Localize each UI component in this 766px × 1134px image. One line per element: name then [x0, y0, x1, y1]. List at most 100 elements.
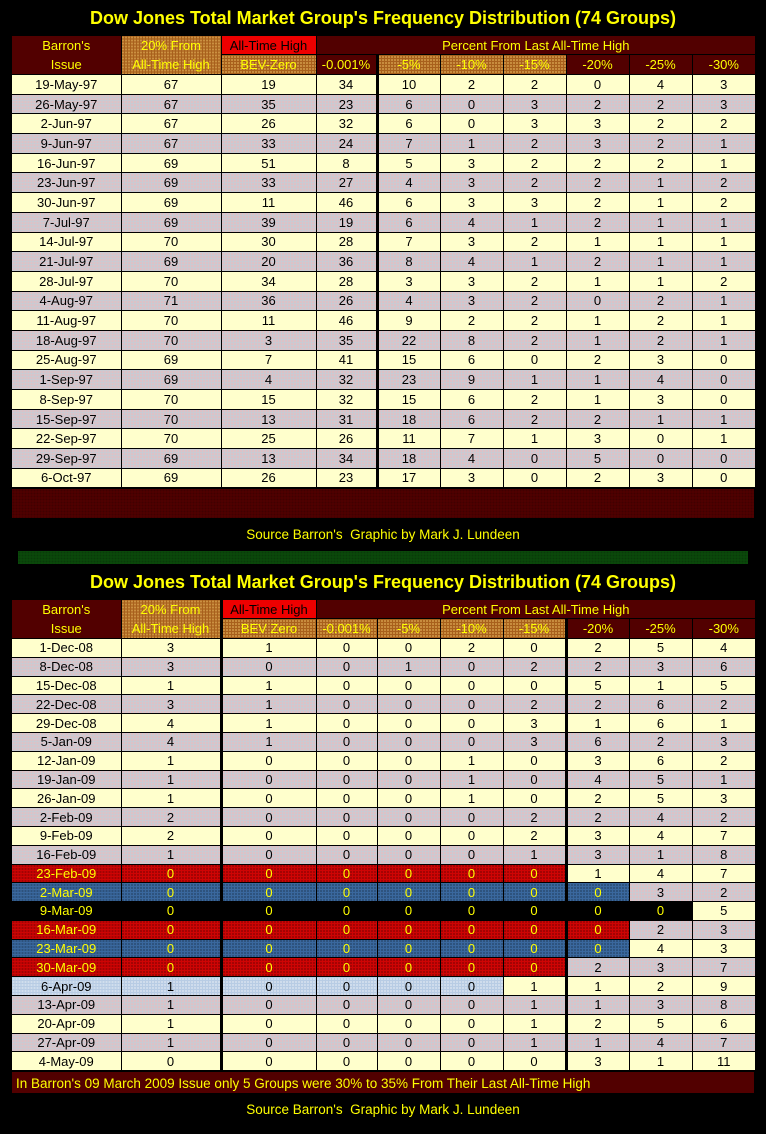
header-pct-col: -0.001%: [315, 618, 378, 639]
value-cell: 3: [502, 93, 567, 115]
value-cell: 0: [376, 919, 441, 940]
value-cell: 20: [220, 251, 317, 272]
date-cell: 27-Apr-09: [10, 1032, 122, 1053]
value-cell: 2: [502, 231, 567, 253]
date-cell: 4-Aug-97: [10, 290, 122, 312]
value-cell: 0: [219, 1032, 317, 1053]
value-cell: 3: [564, 1051, 630, 1072]
value-cell: 8: [439, 329, 504, 351]
value-cell: 0: [376, 750, 441, 771]
value-cell: 0: [219, 938, 317, 959]
table1-title: Dow Jones Total Market Group's Frequency…: [89, 8, 677, 28]
value-cell: 2: [439, 74, 504, 95]
value-cell: 1: [691, 251, 757, 272]
value-cell: 0: [315, 807, 378, 827]
value-cell: 34: [315, 448, 378, 469]
table-row: 18-Aug-97 70 3 35 22 8 2 1 2 1: [10, 329, 757, 351]
value-cell: 0: [376, 995, 441, 1015]
value-cell: 36: [315, 251, 378, 272]
value-cell: 2: [502, 310, 567, 331]
value-cell: 71: [120, 290, 222, 312]
value-cell: 0: [219, 825, 317, 846]
value-cell: 1: [219, 675, 317, 696]
value-cell: 1: [120, 750, 222, 771]
value-cell: 0: [315, 1051, 378, 1072]
value-cell: 0: [439, 93, 504, 115]
date-cell: 23-Feb-09: [10, 863, 122, 884]
value-cell: 46: [315, 310, 378, 331]
value-cell: 5: [375, 152, 441, 174]
value-cell: 6: [628, 694, 693, 715]
value-cell: 1: [502, 428, 567, 450]
date-cell: 25-Aug-97: [10, 349, 122, 371]
date-cell: 30-Jun-97: [10, 192, 122, 213]
value-cell: 7: [691, 957, 757, 978]
value-cell: 0: [120, 919, 222, 940]
value-cell: 23: [315, 467, 378, 489]
value-cell: 2: [691, 694, 757, 715]
table-row: 13-Apr-09 1 0 0 0 0 1 1 3 8: [10, 995, 757, 1015]
value-cell: 2: [691, 192, 757, 213]
value-cell: 2: [502, 825, 567, 846]
value-cell: 0: [376, 901, 441, 921]
value-cell: 8: [315, 152, 378, 174]
header-pct-col: -20%: [564, 618, 630, 639]
value-cell: 0: [564, 919, 630, 940]
value-cell: 0: [219, 788, 317, 809]
value-cell: 2: [502, 152, 567, 174]
value-cell: 1: [628, 1051, 693, 1072]
value-cell: 0: [219, 919, 317, 940]
header-barrons-issue: Barron's Issue: [10, 598, 122, 639]
value-cell: 0: [315, 637, 378, 658]
header-pct-col: -15%: [502, 54, 567, 75]
value-cell: 4: [375, 172, 441, 194]
value-cell: 8: [691, 995, 757, 1015]
value-cell: 2: [628, 731, 693, 752]
value-cell: 51: [220, 152, 317, 174]
value-cell: 3: [628, 349, 693, 371]
value-cell: 34: [220, 270, 317, 292]
value-cell: 15: [375, 349, 441, 371]
value-cell: 1: [565, 389, 630, 410]
table-row: 11-Aug-97 70 11 46 9 2 2 1 2 1: [10, 310, 757, 331]
value-cell: 1: [120, 1013, 222, 1034]
value-cell: 6: [375, 113, 441, 135]
value-cell: 0: [502, 957, 567, 978]
value-cell: 1: [502, 844, 567, 865]
value-cell: 3: [628, 389, 693, 410]
date-cell: 20-Apr-09: [10, 1013, 122, 1034]
header-percent-from-span: Percent From Last All-Time High: [315, 598, 757, 620]
value-cell: 4: [439, 211, 504, 233]
value-cell: 1: [439, 788, 504, 809]
value-cell: 3: [564, 750, 630, 771]
value-cell: 69: [120, 369, 222, 390]
value-cell: 3: [691, 919, 757, 940]
date-cell: 14-Jul-97: [10, 231, 122, 253]
value-cell: 0: [376, 976, 441, 997]
value-cell: 25: [220, 428, 317, 450]
value-cell: 1: [691, 152, 757, 174]
value-cell: 7: [220, 349, 317, 371]
table-row: 26-Jan-09 1 0 0 0 1 0 2 5 3: [10, 788, 757, 809]
value-cell: 4: [439, 251, 504, 272]
table-row: 29-Dec-08 4 1 0 0 0 3 1 6 1: [10, 713, 757, 733]
value-cell: 28: [315, 270, 378, 292]
value-cell: 0: [565, 74, 630, 95]
value-cell: 1: [691, 231, 757, 253]
value-cell: 5: [628, 637, 693, 658]
date-cell: 1-Dec-08: [10, 637, 122, 658]
value-cell: 4: [375, 290, 441, 312]
value-cell: 11: [375, 428, 441, 450]
value-cell: 0: [439, 713, 504, 733]
date-cell: 9-Feb-09: [10, 825, 122, 846]
date-cell: 13-Apr-09: [10, 995, 122, 1015]
value-cell: 27: [315, 172, 378, 194]
value-cell: 0: [120, 1051, 222, 1072]
value-cell: 6: [375, 192, 441, 213]
value-cell: 1: [502, 369, 567, 390]
value-cell: 2: [628, 93, 693, 115]
value-cell: 9: [375, 310, 441, 331]
value-cell: 4: [691, 637, 757, 658]
date-cell: 26-May-97: [10, 93, 122, 115]
value-cell: 0: [219, 995, 317, 1015]
